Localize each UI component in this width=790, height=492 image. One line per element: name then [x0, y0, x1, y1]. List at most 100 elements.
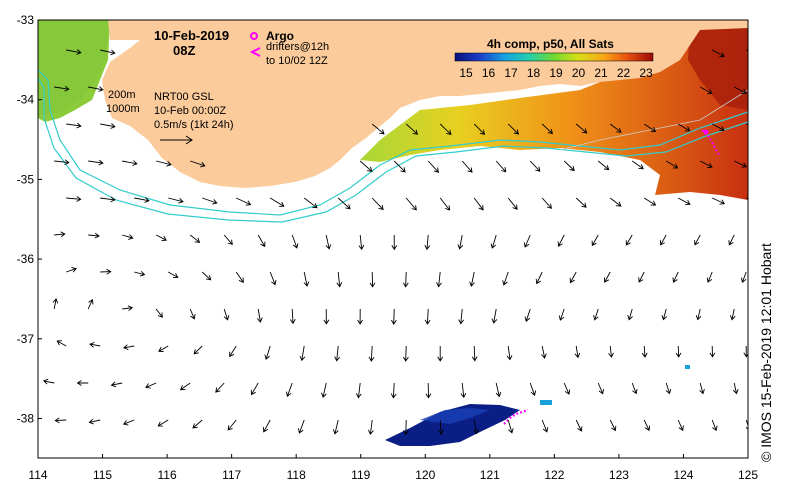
current-vector-arrow: [490, 234, 497, 249]
current-vector-arrow: [665, 382, 672, 395]
current-vector-arrow: [593, 308, 599, 321]
current-vector-arrow: [461, 160, 473, 173]
current-vector-arrow: [229, 345, 237, 358]
current-vector-arrow: [427, 160, 439, 173]
current-vector-arrow: [631, 160, 644, 170]
current-vector-arrow: [269, 197, 285, 207]
x-tick-label: 114: [28, 468, 47, 482]
current-vector-arrow: [88, 86, 104, 92]
current-vector-arrow: [677, 197, 691, 206]
current-vector-arrow: [52, 298, 59, 310]
current-vector-arrow: [643, 123, 657, 132]
current-vector-arrow: [299, 345, 306, 362]
current-vector-arrow: [155, 308, 163, 318]
current-vector-arrow: [665, 160, 679, 169]
current-vector-arrow: [303, 197, 318, 209]
current-vector-arrow: [263, 419, 271, 433]
x-tick-label: 122: [544, 468, 564, 482]
current-vector-arrow: [88, 232, 100, 239]
colorbar-title: 4h comp, p50, All Sats: [487, 37, 614, 51]
current-vectors: [42, 49, 748, 436]
current-vector-arrow: [495, 382, 502, 398]
current-vector-arrow: [134, 270, 146, 277]
current-vector-arrow: [711, 123, 725, 132]
current-vector-arrow: [405, 197, 417, 211]
current-vector-arrow: [321, 382, 327, 399]
current-vector-arrow: [303, 271, 310, 287]
current-vector-arrow: [289, 308, 296, 325]
current-vector-arrow: [88, 159, 104, 166]
current-vector-arrow: [694, 234, 701, 246]
current-vector-arrow: [575, 197, 587, 208]
x-tick-label: 115: [93, 468, 112, 482]
current-vector-arrow: [424, 308, 431, 325]
current-vector-arrow: [189, 234, 201, 243]
current-vector-arrow: [403, 419, 409, 436]
current-vector-arrow: [54, 417, 67, 424]
current-vector-arrow: [728, 234, 735, 246]
colorbar-tick-label: 23: [639, 66, 653, 80]
x-tick-label: 123: [609, 468, 629, 482]
current-vector-arrow: [371, 123, 385, 135]
colorbar-tick-label: 22: [617, 66, 631, 80]
current-vector-arrow: [179, 382, 191, 391]
current-vector-arrow: [158, 345, 169, 352]
x-tick-label: 117: [222, 468, 241, 482]
label-1000m: 1000m: [106, 103, 140, 115]
legend-drifters-line2: to 10/02 12Z: [266, 55, 328, 67]
current-vector-arrow: [122, 160, 138, 166]
current-vector-arrow: [337, 197, 351, 210]
current-vector-arrow: [110, 381, 123, 388]
current-vector-arrow: [529, 160, 541, 172]
colorbar-tick-label: 21: [594, 66, 608, 80]
sst-patch-east-hot: [688, 20, 748, 110]
current-vector-arrow: [355, 382, 362, 399]
current-vector-arrow: [438, 419, 444, 436]
credit-text: © IMOS 15-Feb-2019 12:01 Hobart: [758, 243, 774, 462]
current-vector-arrow: [371, 197, 384, 211]
current-vector-arrow: [507, 419, 514, 434]
x-axis: 114 115 116 117 118 119 120 121 122 123 124 125: [28, 454, 758, 482]
current-vector-arrow: [627, 308, 633, 321]
sst-cold-eddy: [385, 404, 520, 446]
current-vector-arrow: [541, 345, 547, 359]
current-vector-arrow: [285, 382, 293, 397]
current-vector-arrow: [390, 382, 397, 399]
current-vector-arrow: [563, 382, 571, 395]
current-vector-arrow: [575, 123, 588, 134]
current-vector-arrow: [297, 419, 305, 434]
current-vector-arrow: [711, 419, 718, 432]
current-vector-arrow: [122, 305, 134, 312]
current-vector-arrow: [223, 308, 230, 321]
current-vector-arrow: [368, 345, 375, 362]
current-vector-arrow: [625, 234, 633, 246]
current-vector-arrow: [675, 345, 682, 358]
current-vector-arrow: [709, 345, 716, 358]
current-vector-arrow: [706, 271, 713, 283]
current-vector-arrow: [524, 308, 531, 323]
current-vector-arrow: [729, 308, 736, 321]
current-vector-arrow: [201, 271, 212, 281]
current-vector-arrow: [66, 122, 82, 129]
title-date: 10-Feb-2019: [154, 28, 229, 43]
colorbar-tick-label: 19: [549, 66, 563, 80]
x-tick-label: 124: [673, 468, 693, 482]
current-vector-arrow: [134, 197, 150, 203]
current-vector-arrow: [439, 197, 451, 211]
current-vector-arrow: [609, 419, 617, 432]
current-vector-arrow: [591, 234, 599, 247]
current-vector-arrow: [699, 86, 713, 95]
current-vector-arrow: [535, 271, 543, 285]
current-vector-arrow: [402, 271, 409, 288]
current-vector-arrow: [42, 378, 55, 385]
x-tick-label: 121: [480, 468, 500, 482]
current-vector-arrow: [123, 344, 135, 351]
current-vector-arrow: [100, 123, 116, 129]
current-vector-arrow: [557, 234, 565, 247]
current-vector-arrow: [732, 382, 739, 395]
current-vector-arrow: [437, 346, 444, 362]
current-vector-arrow: [458, 308, 465, 325]
current-vector-arrow: [661, 308, 668, 321]
colorbar-tick-label: 16: [482, 66, 496, 80]
